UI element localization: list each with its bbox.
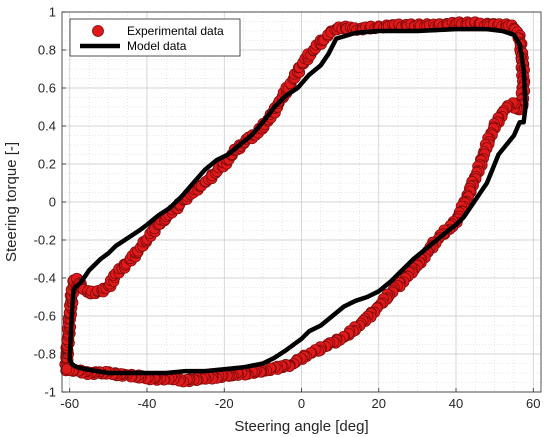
y-tick-label: -0.8 bbox=[34, 347, 56, 362]
x-axis-label: Steering angle [deg] bbox=[234, 418, 368, 435]
y-tick-label: 0.2 bbox=[38, 157, 56, 172]
y-tick-label: 1 bbox=[49, 5, 56, 20]
x-tick-label: 20 bbox=[372, 396, 386, 411]
y-tick-label: -0.6 bbox=[34, 309, 56, 324]
x-tick-label: 0 bbox=[298, 396, 305, 411]
model-data-line bbox=[67, 26, 528, 376]
y-tick-label: -1 bbox=[44, 385, 56, 400]
legend-box bbox=[69, 18, 241, 57]
x-tick-label: -20 bbox=[215, 396, 234, 411]
y-tick-label: 0 bbox=[49, 195, 56, 210]
y-tick-label: 0.4 bbox=[38, 119, 56, 134]
y-tick-label: 0.6 bbox=[38, 81, 56, 96]
experimental-data-point bbox=[61, 363, 73, 375]
y-axis-ticks: -1 -0.8 -0.6 -0.4 -0.2 0 0.2 0.4 0.6 0.8 1 bbox=[34, 5, 66, 400]
x-tick-label: 60 bbox=[526, 396, 540, 411]
x-axis-ticks: -60 -40 -20 0 20 40 60 bbox=[60, 388, 541, 411]
legend-label-model: Model data bbox=[127, 39, 187, 53]
legend-marker-experimental bbox=[92, 25, 104, 37]
x-tick-label: 40 bbox=[449, 396, 463, 411]
legend-label-experimental: Experimental data bbox=[127, 24, 224, 38]
x-tick-label: -40 bbox=[138, 396, 157, 411]
legend: Experimental data Model data bbox=[69, 18, 241, 57]
model-data-series bbox=[67, 26, 528, 376]
x-tick-label: -60 bbox=[60, 396, 79, 411]
y-tick-label: -0.2 bbox=[34, 233, 56, 248]
y-axis-label: Steering torque [-] bbox=[3, 142, 20, 262]
y-tick-label: -0.4 bbox=[34, 271, 56, 286]
y-tick-label: 0.8 bbox=[38, 43, 56, 58]
